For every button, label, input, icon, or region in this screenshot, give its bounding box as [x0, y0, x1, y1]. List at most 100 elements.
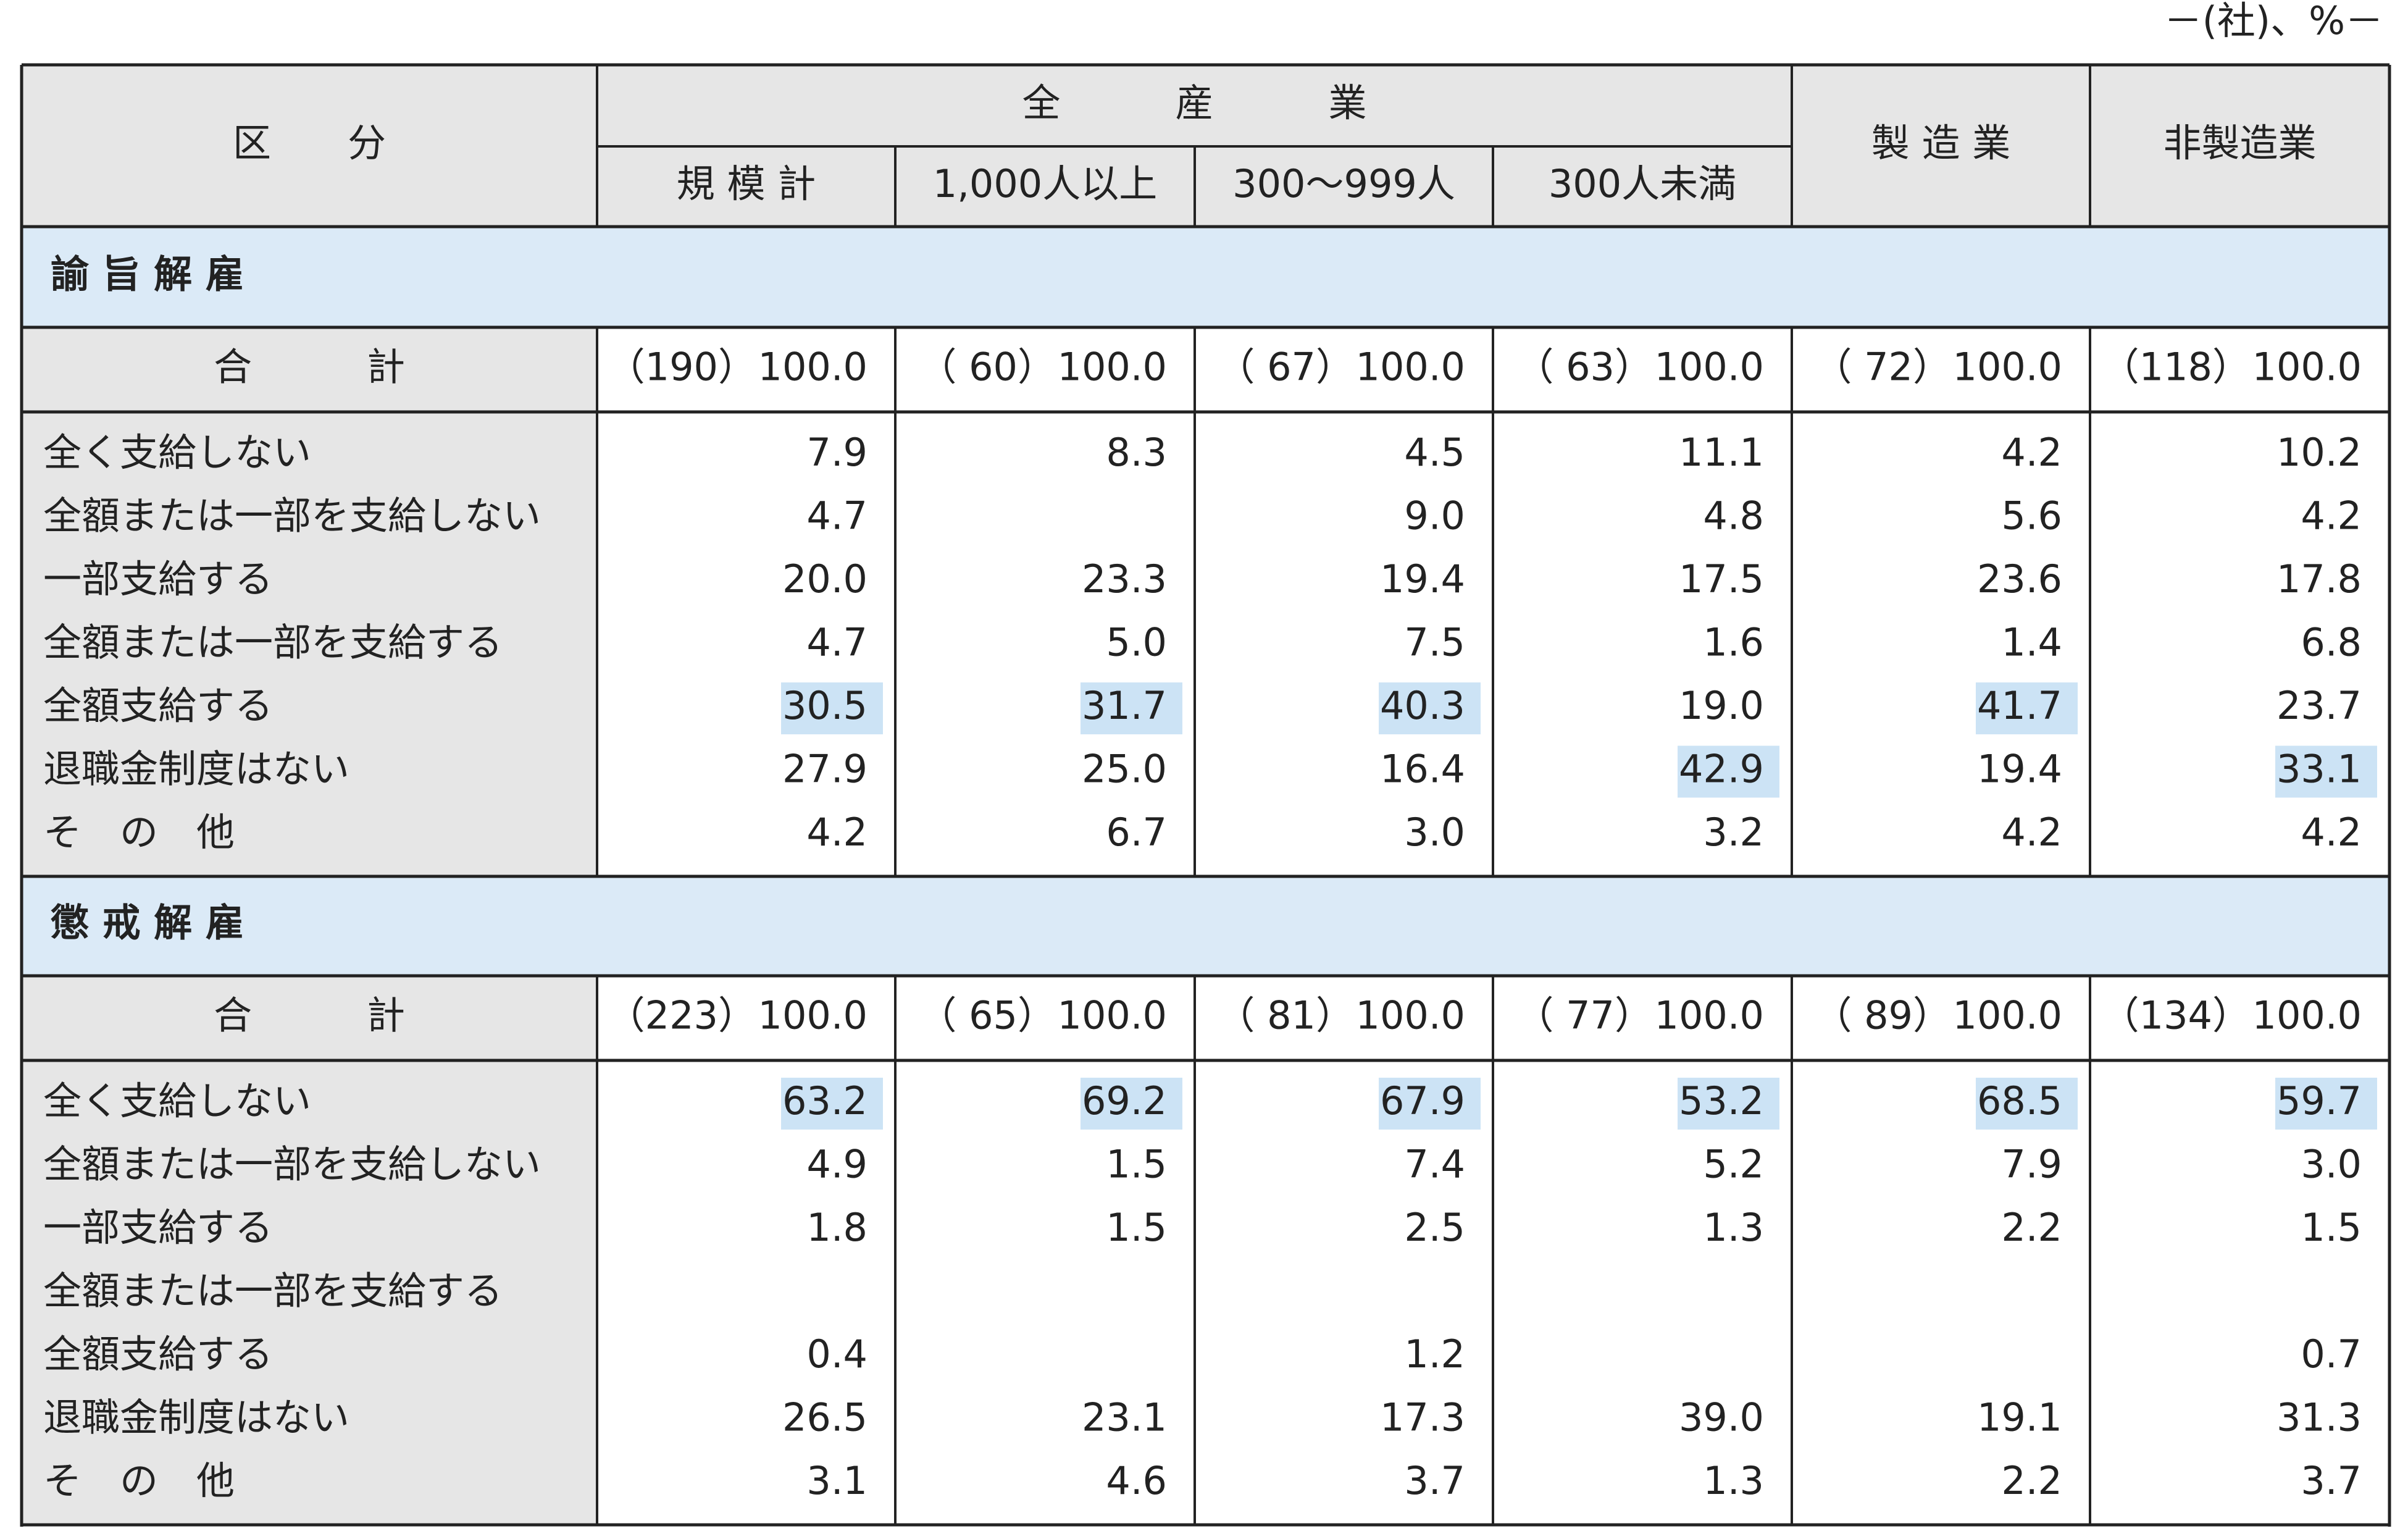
- row-label: 一部支給する: [43, 1205, 273, 1250]
- total-value: 100.0: [1058, 345, 1168, 390]
- cell-value: 23.1: [1082, 1395, 1167, 1440]
- row-label: 退職金制度はない: [43, 747, 349, 792]
- highlight: [1678, 1078, 1779, 1130]
- cell-value: 3.7: [2301, 1458, 2362, 1503]
- cell-value: 63.2: [782, 1078, 867, 1123]
- cell-value: 23.6: [1977, 556, 2062, 602]
- cell-value: 4.2: [806, 810, 867, 855]
- section-title: 懲 戒 解 雇: [51, 900, 244, 946]
- total-value: 100.0: [1058, 993, 1168, 1038]
- cell-value: 8.3: [1106, 430, 1167, 475]
- cell-value: 4.7: [806, 620, 867, 665]
- column-header: 製 造 業: [1871, 120, 2010, 166]
- cell-value: 6.7: [1106, 810, 1167, 855]
- row-label: 全く支給しない: [43, 1078, 311, 1123]
- row-label: 全額または一部を支給しない: [43, 1142, 541, 1187]
- cell-value: 26.5: [782, 1395, 867, 1440]
- row-label: 全額支給する: [43, 1332, 273, 1377]
- cell-value: 68.5: [1977, 1078, 2062, 1123]
- cell-value: 42.9: [1679, 747, 1764, 792]
- row-label: 全額または一部を支給しない: [43, 493, 541, 539]
- total-count: （134）: [2101, 993, 2251, 1038]
- cell-value: 5.2: [1703, 1142, 1764, 1187]
- cell-value: 3.0: [1404, 810, 1465, 855]
- cell-value: 10.2: [2276, 430, 2362, 475]
- total-count: （ 89）: [1813, 993, 1951, 1038]
- cell-value: 69.2: [1082, 1078, 1167, 1123]
- total-count: （118）: [2101, 345, 2251, 390]
- cell-value: 25.0: [1082, 747, 1167, 792]
- total-count: （ 81）: [1216, 993, 1354, 1038]
- cell-value: 2.2: [2001, 1205, 2062, 1250]
- total-value: 100.0: [2252, 993, 2362, 1038]
- cell-value: 4.2: [2301, 493, 2362, 539]
- total-count: （ 63）: [1515, 345, 1653, 390]
- row-label: 全額または一部を支給する: [43, 620, 503, 665]
- highlight: [1081, 682, 1182, 734]
- highlight: [1379, 682, 1481, 734]
- cell-value: 17.8: [2276, 556, 2362, 602]
- cell-value: 1.2: [1404, 1332, 1465, 1377]
- header-category: 区 分: [233, 120, 386, 166]
- total-value: 100.0: [2252, 345, 2362, 390]
- total-value: 100.0: [1953, 345, 2063, 390]
- cell-value: 4.6: [1106, 1458, 1167, 1503]
- cell-value: 16.4: [1380, 747, 1465, 792]
- cell-value: 19.0: [1679, 683, 1764, 728]
- cell-value: 1.3: [1703, 1458, 1764, 1503]
- cell-value: 1.5: [2301, 1205, 2362, 1250]
- row-label: 全額支給する: [43, 683, 273, 728]
- total-value: 100.0: [1953, 993, 2063, 1038]
- highlight: [1976, 1078, 2078, 1130]
- highlight: [781, 682, 883, 734]
- cell-value: 5.0: [1106, 620, 1167, 665]
- cell-value: 9.0: [1404, 493, 1465, 539]
- highlight: [1976, 682, 2078, 734]
- highlight: [2275, 745, 2377, 798]
- cell-value: 0.7: [2301, 1332, 2362, 1377]
- column-header: 1,000人以上: [933, 161, 1158, 206]
- cell-value: 19.4: [1977, 747, 2062, 792]
- row-label: 退職金制度はない: [43, 1395, 349, 1440]
- total-label: 合 計: [214, 993, 405, 1038]
- cell-value: 11.1: [1679, 430, 1764, 475]
- total-count: （ 67）: [1216, 345, 1354, 390]
- cell-value: 17.3: [1380, 1395, 1465, 1440]
- total-value: 100.0: [1655, 345, 1765, 390]
- highlight: [781, 1078, 883, 1130]
- cell-value: 2.2: [2001, 1458, 2062, 1503]
- cell-value: 59.7: [2276, 1078, 2362, 1123]
- total-value: 100.0: [1356, 345, 1466, 390]
- cell-value: 4.2: [2001, 810, 2062, 855]
- total-count: （ 77）: [1515, 993, 1653, 1038]
- section-bg: [22, 227, 2389, 327]
- cell-value: 19.4: [1380, 556, 1465, 602]
- cell-value: 0.4: [806, 1332, 867, 1377]
- cell-value: 2.5: [1404, 1205, 1465, 1250]
- cell-value: 5.6: [2001, 493, 2062, 539]
- section-title: 諭 旨 解 雇: [51, 252, 244, 297]
- cell-value: 31.3: [2276, 1395, 2362, 1440]
- cell-value: 53.2: [1679, 1078, 1764, 1123]
- label-col-bg: [22, 327, 597, 876]
- cell-value: 4.7: [806, 493, 867, 539]
- total-label: 合 計: [214, 345, 405, 390]
- cell-value: 4.9: [806, 1142, 867, 1187]
- row-label: 全く支給しない: [43, 430, 311, 475]
- cell-value: 3.1: [806, 1458, 867, 1503]
- section-bg: [22, 875, 2389, 976]
- cell-value: 40.3: [1380, 683, 1465, 728]
- cell-value: 4.2: [2301, 810, 2362, 855]
- cell-value: 3.7: [1404, 1458, 1465, 1503]
- cell-value: 6.8: [2301, 620, 2362, 665]
- cell-value: 39.0: [1679, 1395, 1764, 1440]
- row-label: そ の 他: [43, 810, 235, 855]
- cell-value: 67.9: [1380, 1078, 1465, 1123]
- header-group: 全 産 業: [1022, 80, 1366, 125]
- cell-value: 31.7: [1082, 683, 1167, 728]
- total-count: （ 65）: [918, 993, 1056, 1038]
- cell-value: 1.4: [2001, 620, 2062, 665]
- highlight: [1678, 745, 1779, 798]
- total-value: 100.0: [1655, 993, 1765, 1038]
